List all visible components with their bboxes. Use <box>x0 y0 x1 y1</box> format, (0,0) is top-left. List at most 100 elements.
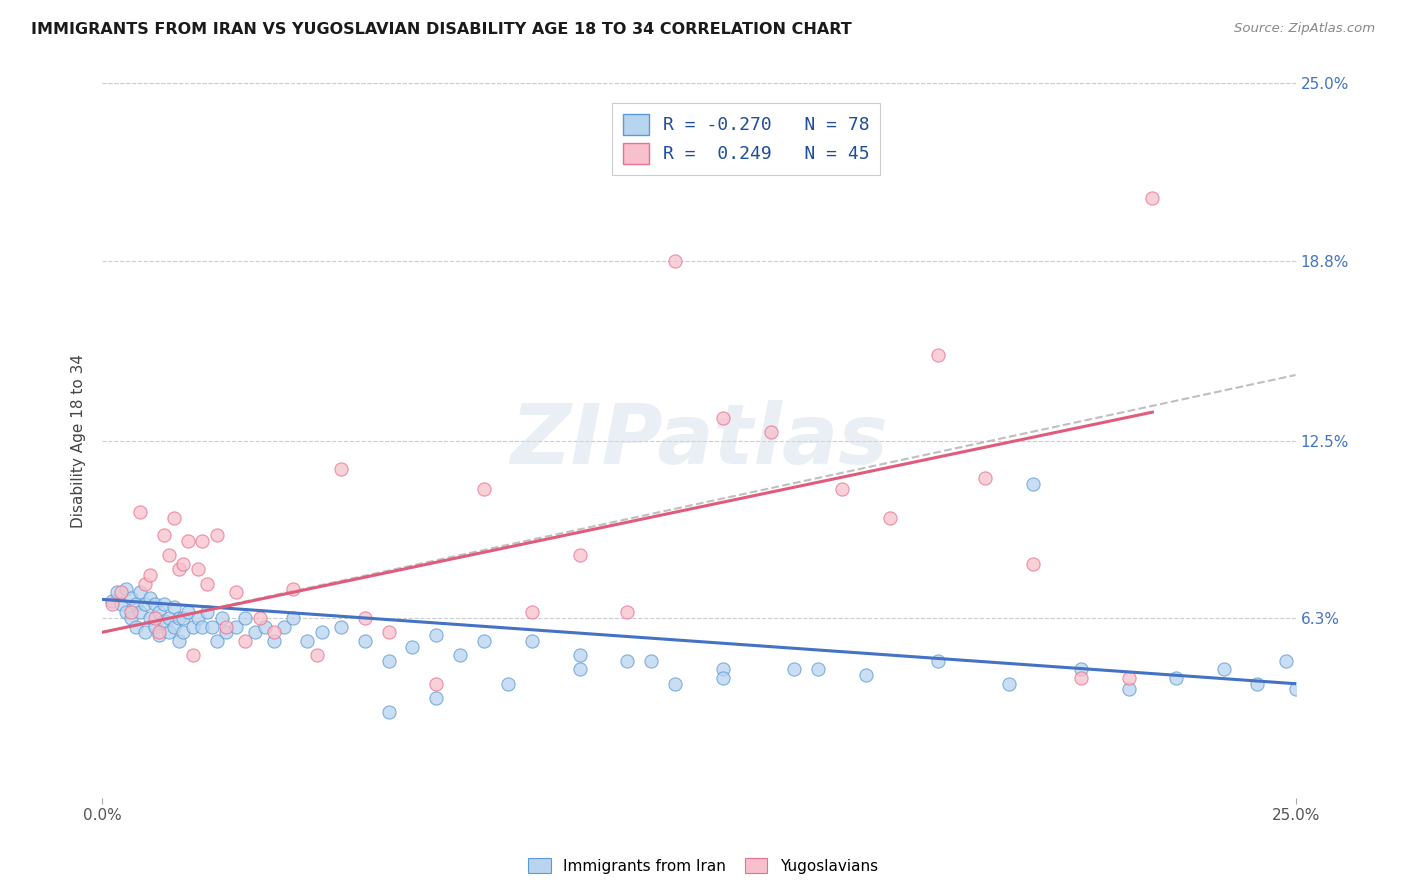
Point <box>157 625 180 640</box>
Point <box>568 648 591 662</box>
Point <box>353 633 375 648</box>
Point <box>311 625 333 640</box>
Point <box>148 625 170 640</box>
Point <box>215 625 238 640</box>
Point <box>177 605 200 619</box>
Point <box>243 625 266 640</box>
Point <box>153 597 176 611</box>
Point <box>664 677 686 691</box>
Point <box>134 597 156 611</box>
Point <box>235 611 257 625</box>
Point <box>974 471 997 485</box>
Point <box>187 611 209 625</box>
Text: Source: ZipAtlas.com: Source: ZipAtlas.com <box>1234 22 1375 36</box>
Point <box>1070 662 1092 676</box>
Point <box>520 605 543 619</box>
Point <box>163 511 186 525</box>
Point <box>425 628 447 642</box>
Point <box>134 625 156 640</box>
Point <box>139 568 162 582</box>
Point <box>425 677 447 691</box>
Point <box>1070 671 1092 685</box>
Point <box>195 576 218 591</box>
Point <box>110 597 132 611</box>
Text: IMMIGRANTS FROM IRAN VS YUGOSLAVIAN DISABILITY AGE 18 TO 34 CORRELATION CHART: IMMIGRANTS FROM IRAN VS YUGOSLAVIAN DISA… <box>31 22 852 37</box>
Point <box>711 671 734 685</box>
Point <box>283 582 305 597</box>
Point <box>143 611 166 625</box>
Point <box>115 582 138 597</box>
Point <box>215 619 238 633</box>
Point <box>177 533 200 548</box>
Point <box>1118 682 1140 697</box>
Point <box>297 633 319 648</box>
Point <box>167 611 190 625</box>
Point <box>235 633 257 648</box>
Point <box>273 619 295 633</box>
Point <box>157 548 180 562</box>
Point <box>1275 654 1298 668</box>
Point <box>759 425 782 440</box>
Point <box>129 505 152 519</box>
Point <box>153 614 176 628</box>
Point <box>129 585 152 599</box>
Point <box>181 619 204 633</box>
Point <box>105 585 128 599</box>
Y-axis label: Disability Age 18 to 34: Disability Age 18 to 34 <box>72 354 86 528</box>
Point <box>472 483 495 497</box>
Point <box>139 591 162 605</box>
Point <box>253 619 276 633</box>
Point <box>1118 671 1140 685</box>
Point <box>167 562 190 576</box>
Point <box>157 611 180 625</box>
Point <box>124 597 146 611</box>
Point <box>100 594 122 608</box>
Point <box>616 654 638 668</box>
Point <box>1213 662 1236 676</box>
Point <box>496 677 519 691</box>
Legend: R = -0.270   N = 78, R =  0.249   N = 45: R = -0.270 N = 78, R = 0.249 N = 45 <box>613 103 880 175</box>
Point <box>134 576 156 591</box>
Point <box>377 706 399 720</box>
Point <box>195 605 218 619</box>
Point <box>115 605 138 619</box>
Point <box>711 410 734 425</box>
Point <box>640 654 662 668</box>
Point <box>449 648 471 662</box>
Point <box>172 611 194 625</box>
Point <box>263 625 285 640</box>
Point <box>616 605 638 619</box>
Point <box>879 511 901 525</box>
Legend: Immigrants from Iran, Yugoslavians: Immigrants from Iran, Yugoslavians <box>522 852 884 880</box>
Point <box>143 619 166 633</box>
Point <box>124 619 146 633</box>
Point <box>783 662 806 676</box>
Point <box>167 633 190 648</box>
Point <box>249 611 271 625</box>
Point <box>120 591 142 605</box>
Point <box>927 348 949 362</box>
Point <box>329 619 352 633</box>
Point <box>120 605 142 619</box>
Point <box>225 585 247 599</box>
Point <box>1166 671 1188 685</box>
Point <box>807 662 830 676</box>
Point <box>143 597 166 611</box>
Point <box>283 611 305 625</box>
Point <box>100 597 122 611</box>
Point <box>1022 557 1045 571</box>
Point <box>181 648 204 662</box>
Point <box>425 691 447 706</box>
Point <box>201 619 224 633</box>
Point <box>664 253 686 268</box>
Point <box>711 662 734 676</box>
Point <box>148 605 170 619</box>
Point <box>148 628 170 642</box>
Point <box>1142 191 1164 205</box>
Point <box>129 605 152 619</box>
Point <box>191 533 214 548</box>
Point <box>1022 476 1045 491</box>
Point <box>110 585 132 599</box>
Point <box>998 677 1021 691</box>
Point <box>1284 682 1306 697</box>
